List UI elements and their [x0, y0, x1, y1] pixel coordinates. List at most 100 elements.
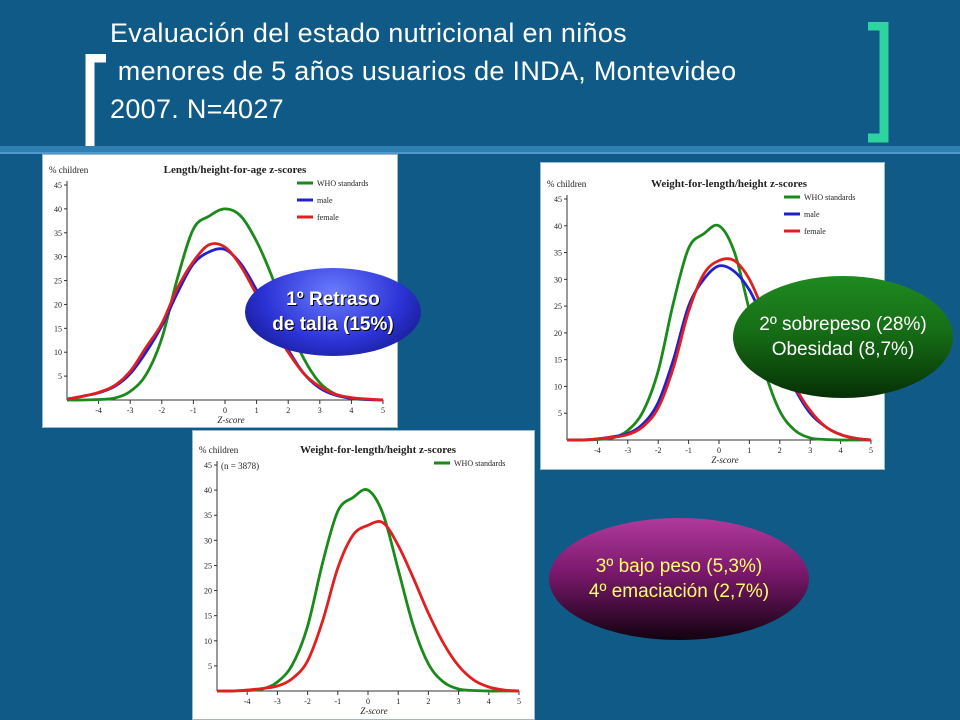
y-tick-label: 35	[54, 229, 62, 238]
x-tick-label: 0	[366, 697, 370, 706]
series-line-sample	[216, 520, 520, 693]
y-tick-label: 25	[204, 561, 212, 570]
x-tick-label: -3	[274, 697, 281, 706]
legend-label-who-standards: WHO standards	[317, 179, 368, 188]
callout-overweight-line2: Obesidad (8,7%)	[771, 339, 915, 360]
series-line-female	[566, 257, 872, 442]
title-line-1: Evaluación del estado nutricional en niñ…	[110, 18, 627, 48]
y-tick-label: 15	[204, 612, 212, 621]
y-tick-label: 20	[554, 329, 562, 338]
y-tick-label: 30	[554, 275, 562, 284]
y-tick-label: 10	[204, 637, 212, 646]
y-tick-label: 25	[54, 277, 62, 286]
y-tick-label: 5	[208, 662, 212, 671]
callout-underweight-line1: 3º bajo peso (5,3%)	[595, 556, 763, 577]
x-tick-label: 1	[747, 446, 751, 455]
x-tick-label: -2	[304, 697, 311, 706]
x-tick-label: 2	[778, 446, 782, 455]
series-line-who-standards	[216, 488, 519, 693]
x-tick-label: 5	[381, 406, 385, 415]
y-tick-label: 10	[54, 348, 62, 357]
chart-weight-for-length-sex-svg: Weight-for-length/height z-scores % child…	[547, 178, 873, 465]
y-tick-label: 40	[204, 486, 212, 495]
y-tick-label: 20	[54, 300, 62, 309]
x-tick-label: -3	[624, 446, 631, 455]
x-tick-label: 1	[396, 697, 400, 706]
legend-label-male: male	[804, 210, 820, 219]
callout-stunting-line1: 1º Retraso	[286, 289, 380, 310]
y-tick-label: 40	[554, 222, 562, 231]
callout-stunting-line2: de talla (15%)	[272, 314, 394, 335]
y-tick-label: 35	[204, 511, 212, 520]
x-tick-label: 3	[457, 697, 461, 706]
x-tick-label: -1	[190, 406, 197, 415]
x-tick-label: 2	[426, 697, 430, 706]
y-tick-label: 40	[54, 205, 62, 214]
x-tick-label: 3	[808, 446, 812, 455]
y-axis-label: % children	[547, 179, 587, 189]
y-tick-label: 5	[58, 372, 62, 381]
title-line-3: 2007. N=4027	[110, 94, 284, 124]
x-axis-label: Z-score	[360, 706, 387, 716]
y-tick-label: 35	[554, 249, 562, 258]
x-tick-label: -1	[334, 697, 341, 706]
y-tick-label: 30	[204, 536, 212, 545]
y-axis-label: % children	[199, 445, 239, 455]
series-line-female	[66, 242, 384, 402]
x-tick-label: -1	[685, 446, 692, 455]
x-tick-label: -4	[95, 406, 102, 415]
chart-weight-for-length-sex: Weight-for-length/height z-scores % child…	[540, 162, 885, 470]
chart-length-for-age-svg: Length/height-for-age z-scores % children…	[49, 164, 385, 425]
legend-label-who-standards: WHO standards	[804, 193, 855, 202]
title-line-2: menores de 5 años usuarios de INDA, Mont…	[110, 56, 737, 86]
x-tick-label: 4	[487, 697, 491, 706]
callout-stunting: 1º Retraso de talla (15%)	[245, 268, 421, 356]
y-tick-label: 45	[204, 461, 212, 470]
y-tick-label: 45	[54, 181, 62, 190]
legend-label-male: male	[317, 196, 333, 205]
x-tick-label: 2	[286, 406, 290, 415]
x-tick-label: 4	[839, 446, 843, 455]
y-tick-label: 25	[554, 302, 562, 311]
sample-size-note: (n = 3878)	[221, 461, 259, 471]
legend-label-female: female	[804, 227, 826, 236]
callout-underweight: 3º bajo peso (5,3%) 4º emaciación (2,7%)	[549, 518, 809, 640]
callout-overweight-line1: 2º sobrepeso (28%)	[759, 314, 927, 335]
header-divider-highlight	[0, 152, 960, 154]
x-axis-label: Z-score	[217, 415, 244, 425]
left-bracket-decoration	[85, 54, 106, 152]
chart-weight-for-length-total: Weight-for-length/height z-scores % child…	[192, 430, 535, 720]
x-tick-label: 3	[318, 406, 322, 415]
x-tick-label: -3	[127, 406, 134, 415]
x-tick-label: -4	[594, 446, 601, 455]
chart-title: Length/height-for-age z-scores	[164, 164, 307, 176]
x-tick-label: -2	[158, 406, 165, 415]
header-divider	[0, 146, 960, 154]
y-tick-label: 5	[558, 409, 562, 418]
y-tick-label: 30	[54, 253, 62, 262]
x-tick-label: 5	[869, 446, 873, 455]
chart-title: Weight-for-length/height z-scores	[651, 178, 808, 190]
x-tick-label: -4	[244, 697, 251, 706]
x-tick-label: 0	[223, 406, 227, 415]
y-tick-label: 45	[554, 195, 562, 204]
x-tick-label: 0	[717, 446, 721, 455]
right-bracket-decoration	[868, 22, 889, 143]
y-tick-label: 15	[554, 356, 562, 365]
x-tick-label: 1	[255, 406, 259, 415]
callout-underweight-line2: 4º emaciación (2,7%)	[588, 581, 770, 602]
legend-label-who-standards: WHO standards	[454, 459, 505, 468]
slide-title: Evaluación del estado nutricional en niñ…	[110, 14, 850, 128]
y-tick-label: 10	[554, 382, 562, 391]
chart-title: Weight-for-length/height z-scores	[300, 444, 457, 456]
chart-weight-for-length-total-svg: Weight-for-length/height z-scores % child…	[199, 444, 521, 716]
y-tick-label: 20	[204, 587, 212, 596]
y-axis-label: % children	[49, 165, 89, 175]
x-tick-label: 5	[517, 697, 521, 706]
legend-label-female: female	[317, 213, 339, 222]
x-tick-label: -2	[655, 446, 662, 455]
callout-overweight: 2º sobrepeso (28%) Obesidad (8,7%)	[733, 276, 953, 398]
x-axis-label: Z-score	[711, 455, 738, 465]
x-tick-label: 4	[349, 406, 353, 415]
y-tick-label: 15	[54, 324, 62, 333]
